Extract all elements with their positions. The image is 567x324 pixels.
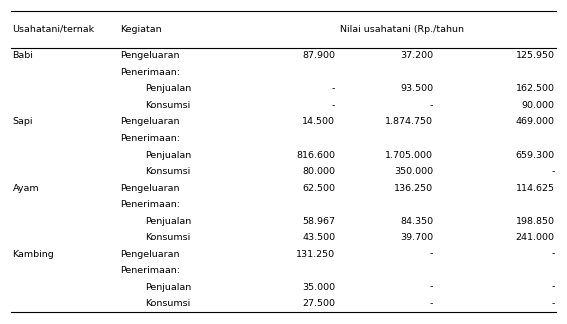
- Text: 14.500: 14.500: [302, 118, 335, 126]
- Text: -: -: [332, 101, 335, 110]
- Text: Usahatani/ternak: Usahatani/ternak: [12, 25, 95, 34]
- Text: 90.000: 90.000: [522, 101, 555, 110]
- Text: 350.000: 350.000: [394, 167, 433, 176]
- Text: 469.000: 469.000: [515, 118, 555, 126]
- Text: Penerimaan:: Penerimaan:: [120, 200, 180, 209]
- Text: -: -: [551, 283, 555, 292]
- Text: -: -: [430, 249, 433, 259]
- Text: Pengeluaran: Pengeluaran: [120, 183, 180, 192]
- Text: Kambing: Kambing: [12, 249, 54, 259]
- Text: 37.200: 37.200: [400, 52, 433, 61]
- Text: -: -: [551, 299, 555, 308]
- Text: 198.850: 198.850: [515, 216, 555, 226]
- Text: Nilai usahatani (Rp./tahun: Nilai usahatani (Rp./tahun: [340, 25, 464, 34]
- Text: 659.300: 659.300: [515, 151, 555, 159]
- Text: Pengeluaran: Pengeluaran: [120, 118, 180, 126]
- Text: 27.500: 27.500: [302, 299, 335, 308]
- Text: 114.625: 114.625: [515, 183, 555, 192]
- Text: 39.700: 39.700: [400, 233, 433, 242]
- Text: 80.000: 80.000: [302, 167, 335, 176]
- Text: Penjualan: Penjualan: [145, 283, 191, 292]
- Text: Penerimaan:: Penerimaan:: [120, 68, 180, 77]
- Text: 87.900: 87.900: [302, 52, 335, 61]
- Text: 84.350: 84.350: [400, 216, 433, 226]
- Text: Sapi: Sapi: [12, 118, 33, 126]
- Text: 93.500: 93.500: [400, 85, 433, 93]
- Text: -: -: [430, 299, 433, 308]
- Text: Konsumsi: Konsumsi: [145, 299, 190, 308]
- Text: 1.874.750: 1.874.750: [385, 118, 433, 126]
- Text: 131.250: 131.250: [296, 249, 335, 259]
- Text: Ayam: Ayam: [12, 183, 39, 192]
- Text: Penjualan: Penjualan: [145, 85, 191, 93]
- Text: 136.250: 136.250: [394, 183, 433, 192]
- Text: 241.000: 241.000: [515, 233, 555, 242]
- Text: Penerimaan:: Penerimaan:: [120, 266, 180, 275]
- Text: -: -: [551, 249, 555, 259]
- Text: Konsumsi: Konsumsi: [145, 233, 190, 242]
- Text: 162.500: 162.500: [515, 85, 555, 93]
- Text: -: -: [430, 101, 433, 110]
- Text: 58.967: 58.967: [302, 216, 335, 226]
- Text: -: -: [332, 85, 335, 93]
- Text: 1.705.000: 1.705.000: [385, 151, 433, 159]
- Text: Konsumsi: Konsumsi: [145, 101, 190, 110]
- Text: 35.000: 35.000: [302, 283, 335, 292]
- Text: Penjualan: Penjualan: [145, 151, 191, 159]
- Text: 125.950: 125.950: [515, 52, 555, 61]
- Text: Penerimaan:: Penerimaan:: [120, 134, 180, 143]
- Text: -: -: [430, 283, 433, 292]
- Text: Kegiatan: Kegiatan: [120, 25, 162, 34]
- Text: -: -: [551, 167, 555, 176]
- Text: 816.600: 816.600: [296, 151, 335, 159]
- Text: Penjualan: Penjualan: [145, 216, 191, 226]
- Text: Konsumsi: Konsumsi: [145, 167, 190, 176]
- Text: 43.500: 43.500: [302, 233, 335, 242]
- Text: Pengeluaran: Pengeluaran: [120, 52, 180, 61]
- Text: 62.500: 62.500: [302, 183, 335, 192]
- Text: Babi: Babi: [12, 52, 33, 61]
- Text: Pengeluaran: Pengeluaran: [120, 249, 180, 259]
